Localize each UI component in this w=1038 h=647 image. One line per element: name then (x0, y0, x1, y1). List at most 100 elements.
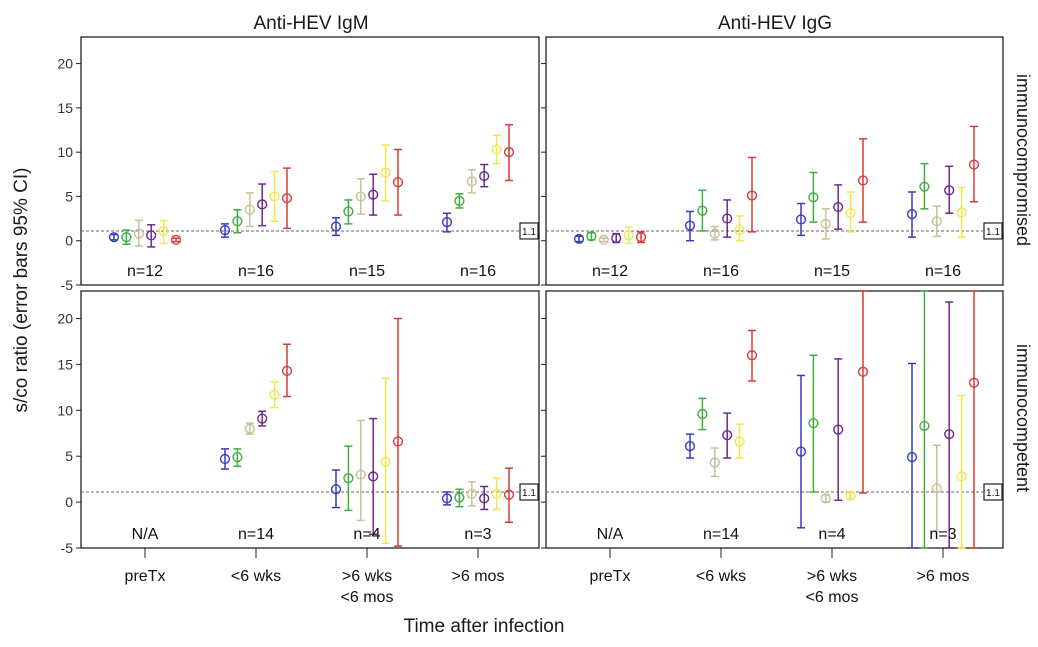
mean-point (466, 176, 477, 187)
mean-point (133, 228, 144, 239)
panel-frames (80, 36, 1004, 549)
y-axis-label: s/co ratio (error bars 95% CI) (11, 168, 32, 413)
x-tick-label: >6 wks (342, 568, 392, 585)
mean-point (611, 232, 622, 244)
axes-layer: -5 0 5 10 15 20 -5 0 5 10 15 20 preTx <6 wks >6 wks <6 … (57, 56, 969, 606)
mean-point (454, 195, 465, 206)
panel-frame-igg-immunocompromised (545, 36, 1004, 286)
mean-point (906, 452, 918, 463)
mean-point (919, 181, 930, 192)
x-tick-label: <6 mos (806, 589, 859, 606)
mean-point (833, 201, 844, 213)
mean-point (392, 436, 404, 447)
mean-point (343, 473, 354, 484)
mean-point (281, 193, 293, 204)
mean-point (269, 191, 280, 202)
row-label-immunocompromised: immunocompromised (1013, 74, 1033, 246)
y-tick-label: 5 (65, 448, 73, 464)
mean-point (586, 231, 597, 242)
mean-point (845, 490, 856, 501)
mean-point (330, 484, 342, 495)
n-label: n=16 (703, 263, 739, 280)
y-tick-label: 0 (65, 233, 73, 249)
cutoff-label: 1.1 (986, 227, 1000, 238)
mean-point (232, 216, 243, 227)
x-tick-label: >6 mos (452, 568, 505, 585)
mean-point (968, 159, 980, 170)
mean-point (479, 493, 490, 504)
mean-point (956, 207, 967, 218)
mean-point (503, 147, 515, 158)
mean-point (491, 144, 502, 155)
x-tick-label: <6 mos (341, 589, 394, 606)
mean-point (623, 230, 634, 241)
panel-title-igm: Anti-HEV IgM (253, 13, 368, 34)
mean-point (219, 224, 231, 236)
mean-point (330, 221, 342, 232)
y-tick-label: -5 (61, 277, 74, 293)
mean-point (931, 483, 942, 494)
mean-point (697, 408, 708, 420)
mean-point (355, 191, 366, 202)
mean-point (820, 218, 831, 229)
y-tick-label: -5 (61, 540, 74, 556)
mean-point (355, 469, 366, 480)
mean-point (257, 413, 268, 424)
cutoff-label: 1.1 (522, 227, 536, 238)
mean-point (121, 232, 132, 243)
mean-point (709, 457, 720, 468)
n-label: n=16 (925, 263, 961, 280)
x-tick-label: <6 wks (231, 568, 281, 585)
mean-point (380, 167, 391, 178)
n-label: N/A (132, 526, 159, 543)
mean-point (466, 488, 477, 499)
mean-point (734, 436, 745, 447)
n-label: n=16 (238, 263, 274, 280)
mean-point (956, 471, 967, 482)
n-label: n=4 (818, 526, 845, 543)
x-tick-label: preTx (125, 568, 166, 585)
n-label: n=3 (929, 526, 956, 543)
x-tick-label: <6 wks (696, 568, 746, 585)
mean-point (795, 446, 807, 457)
mean-point (857, 366, 869, 377)
mean-point (635, 232, 647, 243)
mean-point (857, 175, 869, 186)
mean-point (944, 185, 955, 196)
mean-point (343, 206, 354, 217)
mean-point (479, 170, 490, 182)
cutoff-box (983, 483, 1003, 501)
mean-point (845, 208, 856, 219)
mean-point (441, 217, 453, 228)
mean-point (820, 493, 831, 504)
mean-point (808, 418, 819, 429)
mean-point (746, 190, 758, 201)
mean-point (503, 489, 515, 500)
mean-point (931, 216, 942, 227)
mean-point (158, 225, 169, 237)
mean-point (170, 234, 182, 245)
mean-point (146, 230, 157, 241)
mean-point (232, 452, 243, 463)
mean-point (269, 389, 280, 400)
mean-point (795, 214, 807, 225)
panel-title-igg: Anti-HEV IgG (718, 13, 832, 34)
mean-point (722, 213, 733, 224)
mean-point (746, 350, 758, 361)
y-tick-label: 10 (57, 402, 73, 418)
n-label: n=14 (703, 526, 739, 543)
n-label: n=14 (238, 526, 274, 543)
mean-point (491, 488, 502, 499)
panel-frame-igm-immunocompromised (80, 36, 540, 286)
x-tick-label: >6 wks (807, 568, 857, 585)
n-label: n=15 (814, 263, 850, 280)
mean-point (968, 377, 980, 388)
panel-frame-igm-immunocompetent (80, 290, 540, 549)
panel-frame-igg-immunocompetent (545, 290, 1004, 549)
mean-point (108, 232, 120, 243)
mean-point (244, 204, 255, 215)
mean-point (368, 471, 379, 482)
mean-point (833, 424, 844, 435)
